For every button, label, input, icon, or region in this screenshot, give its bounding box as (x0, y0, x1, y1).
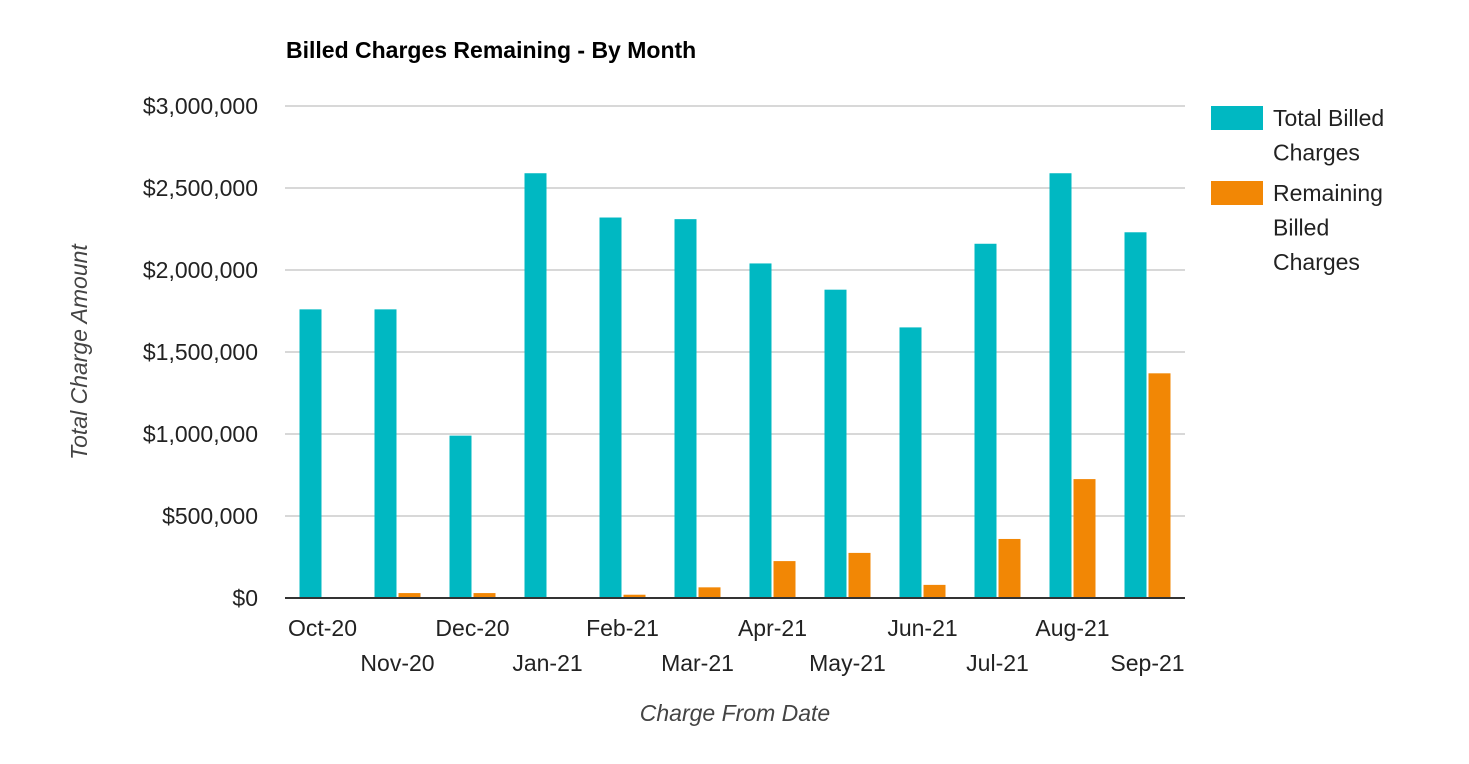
x-tick-label: Jul-21 (966, 650, 1029, 676)
x-tick-label: Feb-21 (586, 615, 659, 641)
bar-remaining-aug-21 (1073, 479, 1096, 598)
bar-remaining-jul-21 (998, 538, 1021, 598)
y-tick-label: $1,500,000 (143, 339, 258, 365)
x-tick-label: Jan-21 (512, 650, 582, 676)
bar-total-jun-21 (899, 327, 922, 598)
y-tick-label: $2,500,000 (143, 175, 258, 201)
bars (299, 173, 1171, 599)
x-tick-label: Jun-21 (887, 615, 957, 641)
bar-remaining-sep-21 (1148, 373, 1171, 598)
x-axis-ticks: Oct-20Nov-20Dec-20Jan-21Feb-21Mar-21Apr-… (288, 615, 1185, 676)
bar-remaining-mar-21 (698, 587, 721, 598)
y-tick-label: $2,000,000 (143, 257, 258, 283)
legend-label: Total Billed Charges (1273, 105, 1384, 166)
x-tick-label: Oct-20 (288, 615, 357, 641)
y-tick-label: $500,000 (162, 503, 258, 529)
bar-total-nov-20 (374, 309, 397, 598)
bar-total-oct-20 (299, 309, 322, 598)
legend: Total Billed Charges Remaining Billed Charge… (1211, 105, 1384, 275)
x-axis-title: Charge From Date (640, 700, 830, 726)
x-tick-label: Aug-21 (1035, 615, 1109, 641)
bar-remaining-apr-21 (773, 561, 796, 598)
x-tick-label: Nov-20 (360, 650, 434, 676)
y-axis-ticks: $0 $500,000 $1,000,000 $1,500,000 $2,000,000… (143, 93, 258, 611)
legend-label: Remaining Billed Charges (1273, 180, 1383, 275)
y-axis-title: Total Charge Amount (66, 243, 92, 460)
x-tick-label: Sep-21 (1110, 650, 1184, 676)
bar-total-dec-20 (449, 435, 472, 598)
bar-remaining-nov-20 (398, 593, 421, 598)
chart-title: Billed Charges Remaining - By Month (286, 37, 696, 63)
bar-remaining-jun-21 (923, 584, 946, 598)
bar-remaining-dec-20 (473, 593, 496, 598)
bar-total-feb-21 (599, 217, 622, 598)
bar-total-jul-21 (974, 243, 997, 598)
gridlines (285, 105, 1185, 517)
legend-swatch (1211, 106, 1263, 130)
y-tick-label: $3,000,000 (143, 93, 258, 119)
x-tick-label: May-21 (809, 650, 886, 676)
legend-swatch (1211, 181, 1263, 205)
y-tick-label: $1,000,000 (143, 421, 258, 447)
bar-total-may-21 (824, 289, 847, 598)
x-tick-label: Mar-21 (661, 650, 734, 676)
bar-total-mar-21 (674, 219, 697, 598)
x-tick-label: Apr-21 (738, 615, 807, 641)
bar-remaining-feb-21 (623, 594, 646, 598)
bar-total-aug-21 (1049, 173, 1072, 599)
x-tick-label: Dec-20 (435, 615, 509, 641)
bar-total-apr-21 (749, 263, 772, 598)
bar-remaining-may-21 (848, 552, 871, 598)
y-tick-label: $0 (232, 585, 258, 611)
bar-total-jan-21 (524, 173, 547, 599)
bar-total-sep-21 (1124, 232, 1147, 598)
